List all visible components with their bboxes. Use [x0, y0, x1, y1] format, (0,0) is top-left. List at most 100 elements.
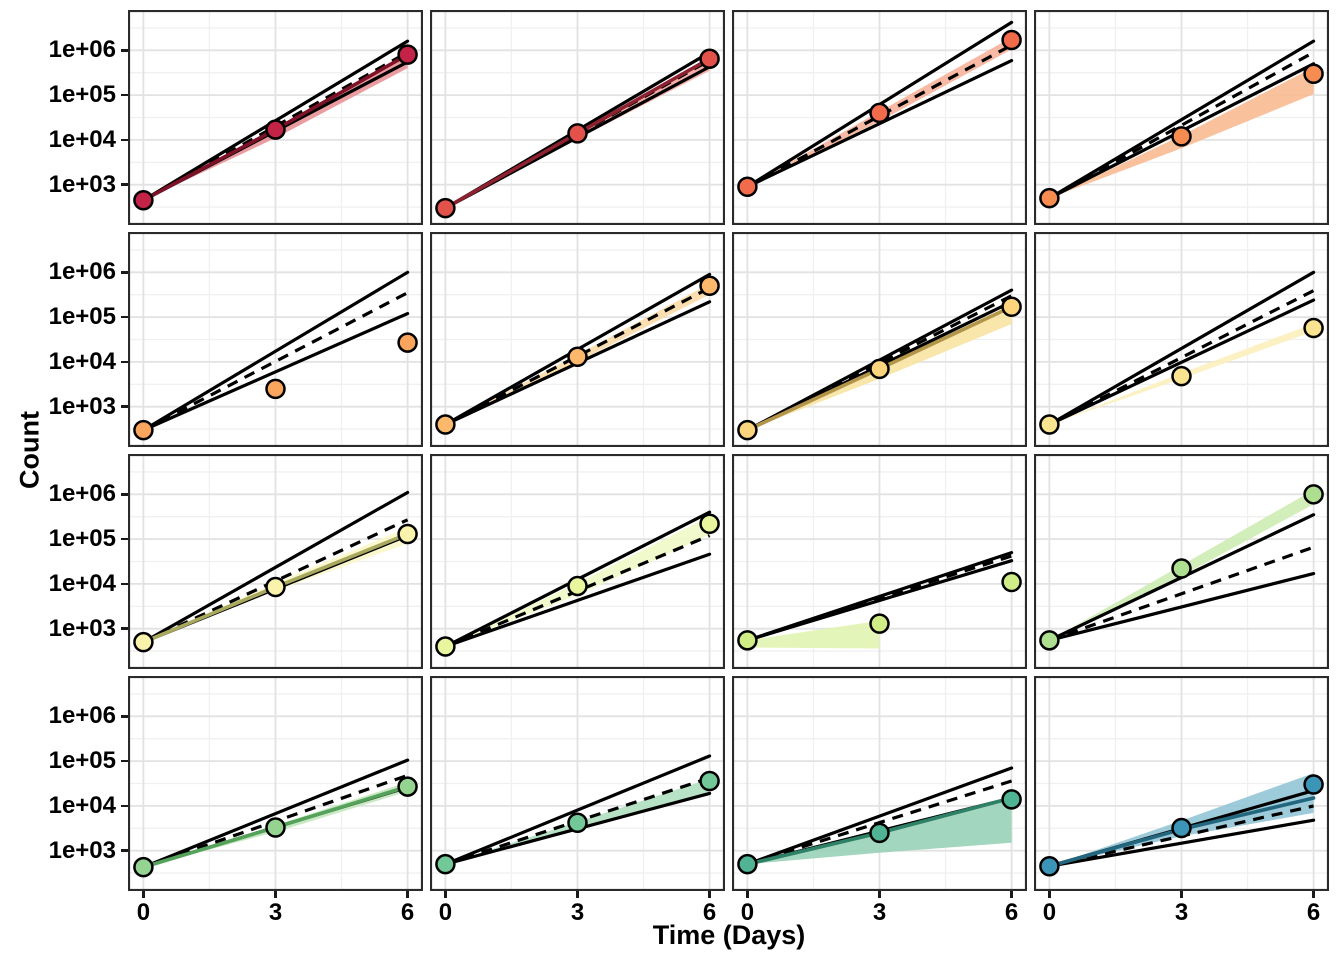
- y-tick-label: 1e+06: [48, 258, 116, 286]
- y-tick-label: 1e+03: [48, 614, 116, 642]
- x-axis-title: Time (Days): [652, 920, 806, 950]
- y-tick-mark: [121, 405, 128, 408]
- ribbon: [747, 620, 880, 649]
- data-point: [1001, 296, 1022, 318]
- data-point: [265, 119, 286, 140]
- y-tick-label: 1e+06: [48, 480, 116, 508]
- data-point: [567, 123, 588, 144]
- envelope-mid-dashed-line: [746, 43, 1013, 189]
- data-point: [133, 189, 154, 211]
- envelope-mid-dashed-line: [746, 554, 1013, 642]
- panel-border: [732, 676, 1027, 891]
- envelope-mid-dashed-line: [746, 779, 1013, 866]
- panel-border: [430, 676, 725, 891]
- data-point: [397, 44, 418, 65]
- envelope-upper-line: [1047, 39, 1316, 200]
- x-tick-mark: [444, 891, 447, 898]
- facet-panel-r4c2: [430, 676, 725, 891]
- data-point: [1171, 558, 1192, 579]
- y-tick-mark: [121, 804, 128, 808]
- x-tick-label: 0: [740, 899, 755, 926]
- data-point: [435, 853, 456, 875]
- x-tick-label: 3: [570, 899, 585, 926]
- data-point: [699, 275, 720, 297]
- x-tick-mark: [1180, 891, 1183, 898]
- facet-panel-r4c3: [732, 676, 1027, 891]
- x-tick-mark: [1312, 891, 1315, 898]
- x-tick-mark: [878, 891, 881, 898]
- ribbon: [1049, 773, 1314, 867]
- panel-border: [1034, 676, 1329, 891]
- facet-panel-r1c2: [430, 10, 725, 225]
- panel-border: [732, 232, 1027, 447]
- envelope-upper-line: [443, 754, 712, 866]
- x-tick-label: 6: [1004, 899, 1019, 926]
- facet-panel-r1c4: [1034, 10, 1329, 225]
- panel-border: [128, 10, 423, 225]
- y-tick-label: 1e+05: [48, 525, 116, 553]
- y-tick-mark: [121, 315, 128, 319]
- envelope-mid-dashed-line: [142, 50, 409, 202]
- x-tick-mark: [406, 891, 409, 898]
- y-tick-mark: [121, 183, 128, 186]
- envelope-upper-line: [141, 270, 410, 432]
- y-tick-mark: [121, 715, 128, 718]
- x-tick-label: 0: [438, 899, 453, 926]
- y-tick-label: 1e+05: [48, 747, 116, 775]
- envelope-mid-dashed-line: [1048, 545, 1315, 642]
- data-point: [699, 48, 720, 69]
- facet-panel-r4c4: [1034, 676, 1329, 891]
- y-tick-mark: [121, 627, 128, 630]
- data-point: [737, 853, 758, 875]
- facet-panel-r3c1: [128, 454, 423, 669]
- x-tick-mark: [142, 891, 145, 898]
- y-tick-label: 1e+04: [48, 569, 116, 597]
- envelope-upper-line: [745, 766, 1014, 866]
- facet-panel-r2c2: [430, 232, 725, 447]
- data-point: [699, 513, 720, 535]
- y-tick-mark: [121, 360, 128, 364]
- facet-panel-r4c1: [128, 676, 423, 891]
- data-point: [397, 776, 418, 797]
- data-point: [869, 613, 890, 634]
- data-point: [737, 419, 758, 441]
- y-tick-label: 1e+04: [48, 347, 116, 375]
- x-tick-mark: [576, 891, 579, 898]
- x-tick-mark: [1010, 891, 1013, 898]
- data-point: [869, 822, 890, 844]
- ribbon: [747, 798, 1012, 865]
- y-tick-label: 1e+03: [48, 836, 116, 864]
- y-tick-label: 1e+03: [48, 392, 116, 420]
- data-point: [133, 631, 154, 653]
- facet-panel-r1c1: [128, 10, 423, 225]
- data-point: [133, 419, 154, 441]
- envelope-mid-dashed-line: [1048, 50, 1315, 200]
- envelope-upper-line: [141, 490, 410, 644]
- panel-border: [430, 232, 725, 447]
- data-point: [265, 378, 286, 400]
- y-tick-mark: [121, 493, 128, 496]
- data-point: [699, 770, 720, 792]
- x-tick-label: 3: [1174, 899, 1189, 926]
- x-tick-mark: [746, 891, 749, 898]
- x-tick-label: 0: [136, 899, 151, 926]
- data-point: [265, 576, 286, 598]
- y-tick-label: 1e+06: [48, 36, 116, 64]
- x-tick-mark: [708, 891, 711, 898]
- x-tick-label: 6: [400, 899, 415, 926]
- y-tick-label: 1e+05: [48, 303, 116, 331]
- data-point: [133, 856, 154, 878]
- facet-panel-r3c4: [1034, 454, 1329, 669]
- data-point: [1001, 571, 1022, 593]
- y-tick-label: 1e+04: [48, 125, 116, 153]
- data-point: [1001, 29, 1022, 51]
- y-tick-mark: [121, 138, 128, 142]
- data-point: [737, 630, 758, 651]
- data-point: [1039, 855, 1060, 877]
- envelope-mid-dashed-line: [142, 291, 409, 432]
- y-tick-label: 1e+03: [48, 170, 116, 198]
- y-tick-mark: [121, 537, 128, 541]
- envelope-lower-line: [443, 552, 712, 649]
- data-point: [1303, 484, 1324, 505]
